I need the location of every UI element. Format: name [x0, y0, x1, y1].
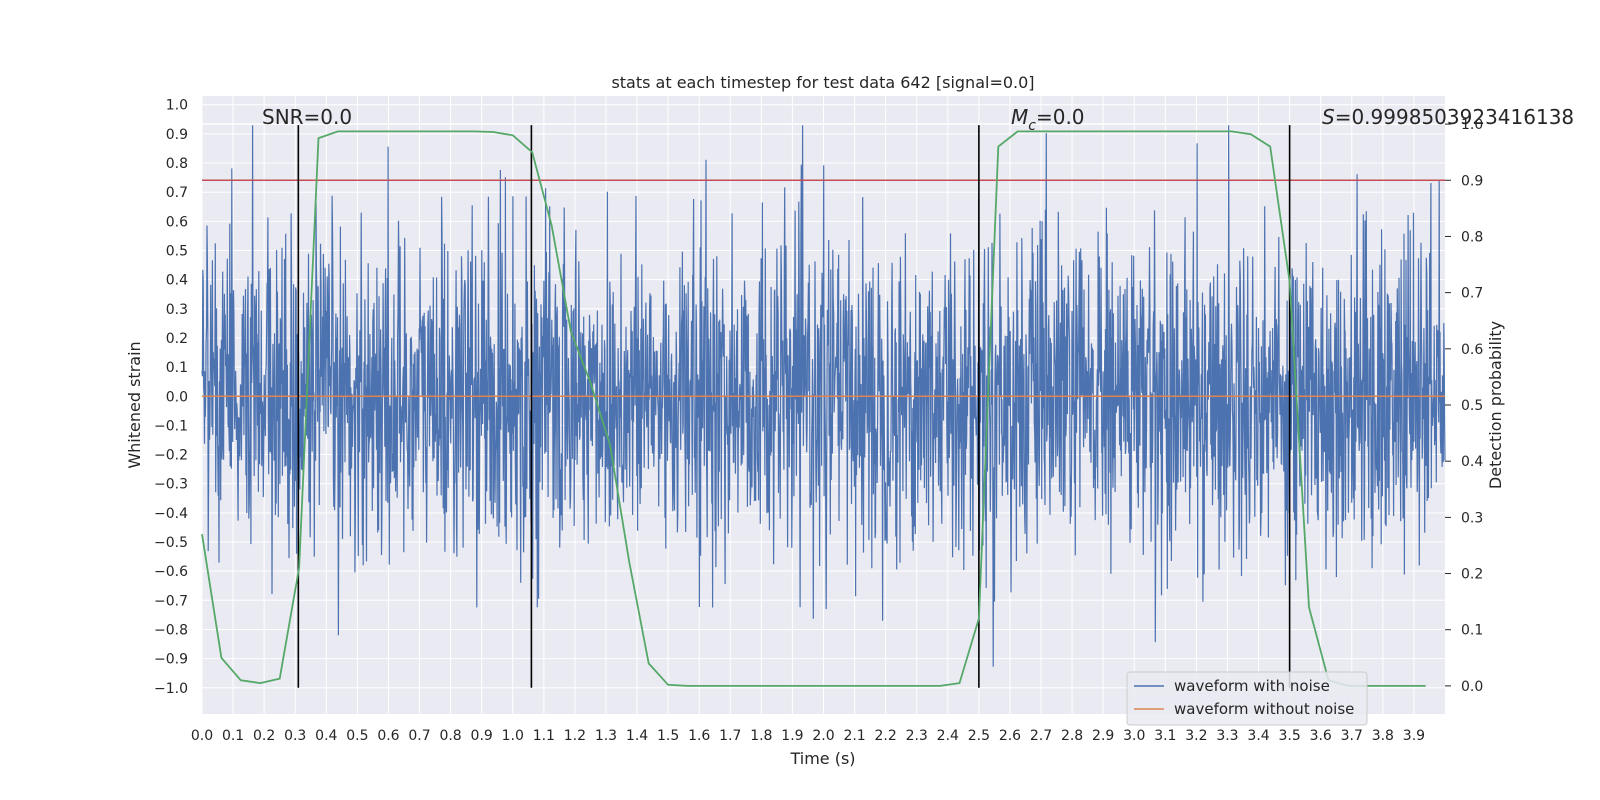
x-tick-label: 2.5	[968, 728, 990, 744]
y-tick-label: −1.0	[154, 681, 188, 697]
mc-subscript: c	[1028, 118, 1036, 134]
x-axis-label: Time (s)	[789, 749, 855, 768]
y-tick-label: 0.1	[166, 360, 188, 376]
chart-title: stats at each timestep for test data 642…	[611, 73, 1034, 92]
x-tick-label: 0.2	[253, 728, 275, 744]
y-tick-label: −0.6	[154, 564, 188, 580]
x-tick-label: 3.4	[1247, 728, 1269, 744]
x-tick-label: 2.1	[843, 728, 865, 744]
waveform-with-noise-series	[201, 125, 1446, 667]
y-tick-label: −0.4	[154, 506, 188, 522]
y2-tick-label: 1.0	[1461, 117, 1483, 133]
x-tick-label: 3.8	[1372, 728, 1394, 744]
y-tick-label: 0.5	[166, 244, 188, 260]
x-tick-label: 3.7	[1341, 728, 1363, 744]
x-tick-label: 3.5	[1278, 728, 1300, 744]
y2-axis-label: Detection probability	[1486, 321, 1505, 489]
x-tick-label: 1.8	[750, 728, 772, 744]
x-tick-label: 2.2	[875, 728, 897, 744]
mc-symbol: M	[1011, 105, 1028, 129]
y2-tick-label: 0.9	[1461, 173, 1483, 189]
x-tick-label: 0.7	[408, 728, 430, 744]
y2-tick-label: 0.5	[1461, 398, 1483, 414]
y-tick-label: 0.0	[166, 389, 188, 405]
x-tick-label: 3.1	[1154, 728, 1176, 744]
legend-label-noise: waveform with noise	[1174, 677, 1330, 695]
y2-tick-label: 0.4	[1461, 454, 1483, 470]
s-annotation: S=0.999850392341613​8	[1322, 105, 1574, 129]
x-tick-label: 3.6	[1310, 728, 1332, 744]
y-tick-label: 0.3	[166, 302, 188, 318]
x-tick-label: 0.4	[315, 728, 337, 744]
mc-annotation: Mc=0.0	[1011, 105, 1085, 134]
s-symbol: S	[1322, 105, 1335, 129]
overlay-lines	[202, 123, 1445, 688]
x-tick-label: 2.0	[812, 728, 834, 744]
x-tick-label: 2.4	[937, 728, 959, 744]
y2-tick-label: 0.2	[1461, 567, 1483, 583]
detection-probability-line	[201, 130, 1426, 687]
y-tick-label: −0.2	[154, 448, 188, 464]
x-tick-label: 3.9	[1403, 728, 1425, 744]
s-value: =0.999850392341613​8	[1335, 105, 1574, 129]
y-tick-label: −0.7	[154, 593, 188, 609]
y-axis-label: Whitened strain	[125, 341, 144, 468]
y-tick-label: 0.8	[166, 156, 188, 172]
legend-label-clean: waveform without noise	[1174, 700, 1354, 718]
y2-tick-label: 0.1	[1461, 623, 1483, 639]
x-tick-label: 1.7	[719, 728, 741, 744]
x-tick-label: 0.3	[284, 728, 306, 744]
y-tick-label: 0.9	[166, 127, 188, 143]
x-tick-label: 3.0	[1123, 728, 1145, 744]
x-tick-label: 1.6	[688, 728, 710, 744]
x-tick-label: 0.5	[346, 728, 368, 744]
x-tick-label: 1.3	[595, 728, 617, 744]
x-tick-label: 1.2	[564, 728, 586, 744]
x-tick-label: 3.3	[1216, 728, 1238, 744]
legend-box	[1126, 671, 1368, 726]
x-tick-label: 1.4	[626, 728, 648, 744]
y-tick-label: −0.1	[154, 418, 188, 434]
x-tick-label: 0.8	[439, 728, 461, 744]
x-tick-label: 2.6	[999, 728, 1021, 744]
x-tick-label: 3.2	[1185, 728, 1207, 744]
x-tick-label: 2.8	[1061, 728, 1083, 744]
y-tick-label: −0.3	[154, 477, 188, 493]
y-tick-label: −0.8	[154, 622, 188, 638]
x-tick-label: 0.1	[222, 728, 244, 744]
y-tick-label: −0.5	[154, 535, 188, 551]
x-tick-label: 0.9	[471, 728, 493, 744]
y-tick-label: 0.2	[166, 331, 188, 347]
mc-value: =0.0	[1036, 105, 1085, 129]
y2-tick-label: 0.8	[1461, 229, 1483, 245]
y2-tick-label: 0.7	[1461, 286, 1483, 302]
x-tick-label: 1.9	[781, 728, 803, 744]
y-tick-label: 0.7	[166, 185, 188, 201]
y2-tick-label: 0.6	[1461, 342, 1483, 358]
snr-annotation: SNR=0.0	[262, 105, 352, 129]
x-tick-label: 0.6	[377, 728, 399, 744]
y2-tick-label: 0.0	[1461, 679, 1483, 695]
waveform-with-noise-line	[201, 125, 1446, 667]
x-tick-label: 2.7	[1030, 728, 1052, 744]
y-tick-label: 0.4	[166, 273, 188, 289]
x-tick-label: 2.3	[906, 728, 928, 744]
axis-ticks: 0.0 0.1 0.2 0.3 0.4 0.5 0.6 0.7 0.8 0.9 1.0 1.1 1.2 1…	[154, 98, 1483, 744]
x-tick-label: 0.0	[191, 728, 213, 744]
detection-probability-series	[201, 130, 1426, 687]
x-tick-label: 1.0	[502, 728, 524, 744]
y-tick-label: 1.0	[166, 98, 188, 114]
x-tick-label: 1.5	[657, 728, 679, 744]
x-tick-label: 1.1	[533, 728, 555, 744]
x-tick-label: 2.9	[1092, 728, 1114, 744]
y-tick-label: 0.6	[166, 214, 188, 230]
y2-tick-label: 0.3	[1461, 510, 1483, 526]
y-tick-label: −0.9	[154, 652, 188, 668]
legend: waveform with noise waveform without noi…	[1126, 671, 1368, 726]
